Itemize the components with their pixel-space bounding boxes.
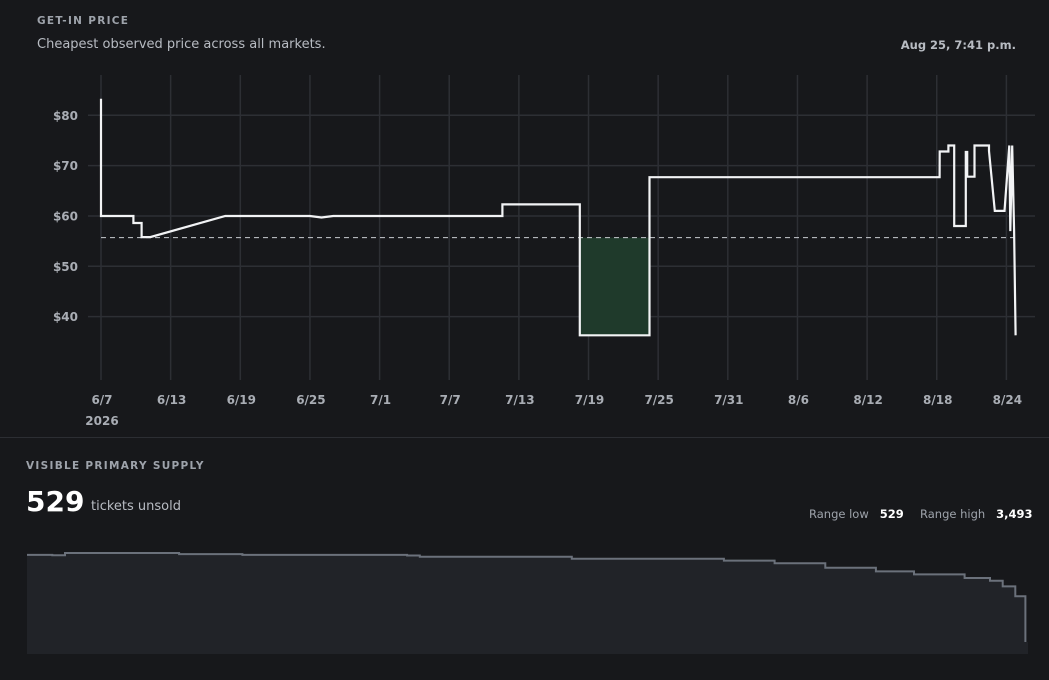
price-subtitle: Cheapest observed price across all marke… [37, 37, 326, 52]
price-x-tick-label: 8/18 [923, 393, 952, 407]
price-chart[interactable]: $40 $50 $60 $70 $80 6/7 6/13 6/19 6/25 7/1 7/7 7/1… [0, 0, 1049, 437]
price-series [99, 98, 1017, 337]
supply-section-label: VISIBLE PRIMARY SUPPLY [26, 460, 205, 472]
supply-card: VISIBLE PRIMARY SUPPLY 529 tickets unsol… [0, 438, 1049, 680]
price-section-label: GET-IN PRICE [37, 15, 130, 27]
price-x-tick-label: 6/13 [157, 393, 186, 407]
price-x-tick-label: 8/6 [788, 393, 809, 407]
price-y-tick-label: $60 [53, 209, 78, 223]
price-x-tick-label: 7/7 [440, 393, 461, 407]
price-x-tick-label: 6/25 [296, 393, 325, 407]
price-x-tick-label: 7/1 [370, 393, 391, 407]
price-x-tick-label: 7/19 [575, 393, 604, 407]
price-x-tick-label: 8/12 [853, 393, 882, 407]
range-high-value: 3,493 [996, 507, 1033, 521]
range-high-label: Range high [920, 507, 986, 521]
price-highlight-box [579, 237, 650, 336]
price-line [99, 98, 1017, 337]
price-x-tick-label: 6/19 [227, 393, 256, 407]
price-x-tick-label: 6/7 [91, 393, 112, 407]
price-x-axis: 6/7 6/13 6/19 6/25 7/1 7/7 7/13 7/19 7/25 7/31 8/6… [85, 393, 1022, 428]
price-y-tick-label: $70 [53, 159, 78, 173]
price-grid [88, 75, 1035, 380]
price-timestamp: Aug 25, 7:41 p.m. [900, 38, 1016, 52]
price-x-tick-label: 7/31 [714, 393, 743, 407]
range-low: Range low 529 [809, 507, 904, 521]
price-x-tick-label: 7/25 [644, 393, 673, 407]
range-low-label: Range low [809, 507, 869, 521]
supply-chart[interactable] [0, 438, 1049, 680]
price-y-tick-label: $50 [53, 260, 78, 274]
get-in-price-card: GET-IN PRICE Cheapest observed price acr… [0, 0, 1049, 437]
range-high: Range high 3,493 [920, 507, 1033, 521]
section-divider [0, 437, 1049, 438]
price-highlight-range [579, 237, 650, 336]
range-low-value: 529 [879, 507, 904, 521]
supply-area-fill [27, 553, 1028, 654]
supply-area [27, 552, 1028, 654]
supply-unit: tickets unsold [91, 499, 181, 514]
price-y-tick-label: $80 [53, 109, 78, 123]
supply-line [27, 552, 1027, 642]
price-x-tick-label: 8/24 [993, 393, 1022, 407]
price-x-year-label: 2026 [85, 414, 118, 428]
supply-count: 529 [26, 485, 85, 518]
price-x-tick-label: 7/13 [505, 393, 534, 407]
price-y-tick-label: $40 [53, 310, 78, 324]
price-y-axis: $40 $50 $60 $70 $80 [53, 109, 78, 324]
